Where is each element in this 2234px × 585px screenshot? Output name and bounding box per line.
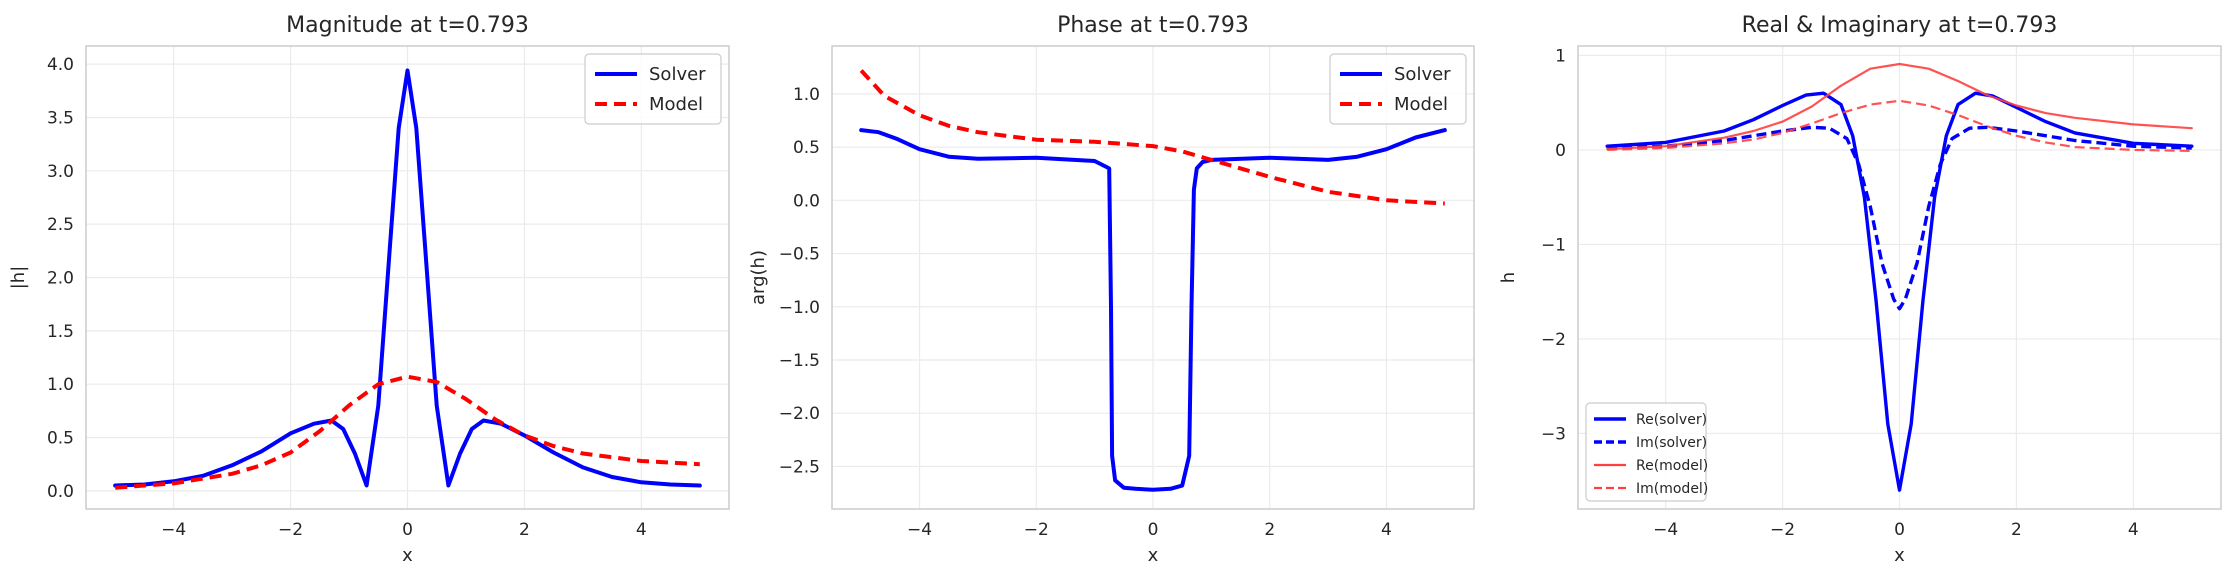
y-tick-label: −0.5 [779, 245, 820, 265]
y-axis-label: |h| [8, 266, 29, 290]
legend-label: Solver [1394, 64, 1451, 85]
legend-label: Model [649, 94, 703, 115]
y-tick-label: 1.0 [47, 375, 74, 395]
x-axis-label: x [402, 545, 413, 566]
series-line-1 [1605, 91, 2194, 492]
chart-title: Magnitude at t=0.793 [286, 13, 529, 38]
y-axis-label: arg(h) [748, 250, 769, 305]
legend-box [1585, 402, 1707, 502]
series-line-1 [859, 128, 1447, 492]
chart-3: −4 −2 0 2 4 −3 −2 −1 0 1 Real & Imaginary at t=0.7… [1498, 13, 2222, 566]
x-tick-label: −2 [278, 520, 303, 540]
x-tick-label: −4 [1653, 520, 1678, 540]
series-line-2 [859, 69, 1445, 206]
legend-label: Re(model) [1636, 458, 1708, 474]
axes-frame [831, 45, 1475, 510]
y-tick-label: 0.0 [47, 482, 74, 502]
y-tick-label: 4.0 [47, 55, 74, 75]
y-tick-label: 0.5 [47, 429, 74, 449]
x-tick-label: −4 [907, 520, 932, 540]
series-line-4 [1607, 99, 2192, 152]
y-tick-label: 0 [1555, 141, 1566, 161]
series-line-1 [113, 68, 702, 488]
y-tick-label: −2.0 [779, 404, 820, 424]
y-tick-label: 1.5 [47, 322, 74, 342]
x-tick-label: 0 [1148, 520, 1159, 540]
y-tick-label: 2.0 [47, 269, 74, 289]
grid [86, 46, 729, 509]
x-tick-label: 4 [636, 520, 647, 540]
x-tick-label: −4 [161, 520, 186, 540]
axes-frame [1577, 45, 2222, 510]
x-tick-label: −2 [1024, 520, 1049, 540]
chart-2: −4 −2 0 2 4 −2.5 −2.0 −1.5 −1.0 −0.5 0.0 0.5 1.0 Phas… [748, 13, 1475, 566]
legend-label: Re(solver) [1636, 412, 1707, 428]
y-tick-label: −1.0 [779, 298, 820, 318]
x-axis-label: x [1894, 545, 1905, 566]
x-tick-label: 4 [1381, 520, 1392, 540]
x-tick-label: 0 [402, 520, 413, 540]
x-tick-label: 0 [1894, 520, 1905, 540]
y-tick-label: −2.5 [779, 457, 820, 477]
axes-frame [85, 45, 730, 510]
y-tick-label: 2.5 [47, 215, 74, 235]
y-tick-label: 1.0 [793, 85, 820, 105]
legend-label: Im(solver) [1636, 435, 1707, 451]
legend-label: Im(model) [1636, 481, 1708, 497]
legend-box [1329, 53, 1467, 125]
y-tick-label: 0.5 [793, 138, 820, 158]
x-tick-label: 4 [2128, 520, 2139, 540]
legend-label: Solver [649, 64, 706, 85]
legend: Solver Model [584, 53, 722, 125]
x-axis-label: x [1148, 545, 1159, 566]
legend-label: Model [1394, 94, 1448, 115]
y-tick-label: 3.0 [47, 162, 74, 182]
chart-title: Phase at t=0.793 [1057, 13, 1249, 38]
legend: Solver Model [1329, 53, 1467, 125]
x-tick-label: 2 [2011, 520, 2022, 540]
x-tick-label: 2 [1264, 520, 1275, 540]
x-tick-label: 2 [519, 520, 530, 540]
y-tick-label: −3 [1541, 424, 1566, 444]
legend: Re(solver) Im(solver) Re(model) Im(model) [1585, 402, 1708, 502]
chart-title: Real & Imaginary at t=0.793 [1742, 13, 2058, 38]
x-tick-label: −2 [1770, 520, 1795, 540]
y-tick-label: −1 [1541, 235, 1566, 255]
y-tick-label: 0.0 [793, 191, 820, 211]
series-line-3 [1606, 62, 2193, 151]
y-axis-label: h [1498, 272, 1519, 283]
y-tick-label: 1 [1555, 46, 1566, 66]
series-line-2 [115, 374, 700, 490]
y-tick-label: 3.5 [47, 108, 74, 128]
y-tick-label: −1.5 [779, 351, 820, 371]
y-tick-label: −2 [1541, 330, 1566, 350]
legend-box [584, 53, 722, 125]
chart-1: −4 −2 0 2 4 0.0 0.5 1.0 1.5 2.0 2.5 3.0 3.5 4.0 Magnit… [8, 13, 730, 566]
